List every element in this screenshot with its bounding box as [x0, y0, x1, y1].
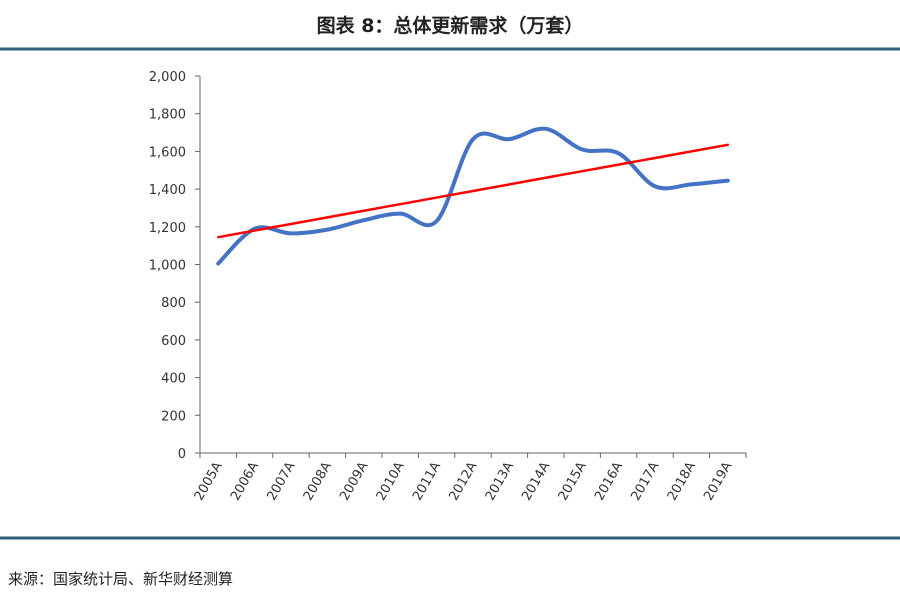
y-tick-label: 0 — [178, 447, 186, 462]
y-tick-label: 1,800 — [149, 108, 186, 123]
y-tick-label: 600 — [161, 334, 186, 349]
x-tick-label: 2006A — [228, 459, 262, 503]
x-tick-label: 2019A — [701, 459, 735, 503]
y-tick-label: 200 — [161, 409, 186, 424]
x-tick-label: 2015A — [556, 459, 590, 503]
x-tick-label: 2009A — [337, 459, 371, 503]
x-tick-label: 2017A — [628, 459, 662, 503]
x-tick-label: 2008A — [301, 459, 335, 503]
x-tick-label: 2005A — [192, 459, 226, 503]
y-tick-label: 1,400 — [149, 183, 186, 198]
y-tick-label: 2,000 — [149, 70, 186, 85]
series-line — [216, 126, 730, 266]
y-tick-label: 1,000 — [149, 259, 186, 274]
x-tick-label: 2010A — [374, 459, 408, 503]
x-tick-label: 2013A — [483, 459, 517, 503]
y-tick-label: 1,200 — [149, 221, 186, 236]
y-tick-label: 1,600 — [149, 145, 186, 160]
series-line — [216, 143, 730, 239]
y-tick-label: 400 — [161, 372, 186, 387]
y-tick-label: 800 — [161, 296, 186, 311]
x-tick-label: 2014A — [519, 459, 553, 503]
x-tick-label: 2011A — [410, 459, 444, 503]
x-tick-label: 2018A — [665, 459, 699, 503]
source-note: 来源：国家统计局、新华财经测算 — [8, 570, 233, 588]
x-tick-label: 2007A — [264, 459, 298, 503]
x-tick-label: 2012A — [446, 459, 480, 503]
x-tick-label: 2016A — [592, 459, 626, 503]
chart-title: 图表 8：总体更新需求（万套） — [317, 14, 584, 37]
